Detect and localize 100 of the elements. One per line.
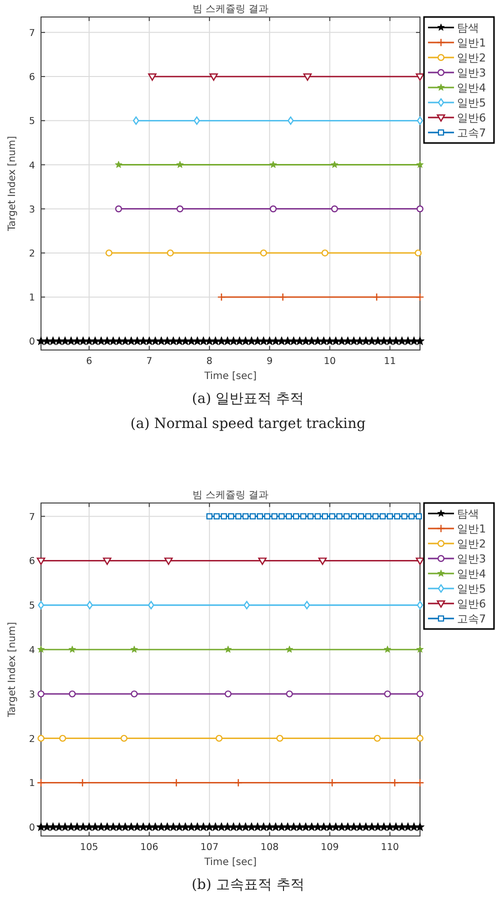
text: (a) Normal speed target tracking xyxy=(130,416,366,432)
point xyxy=(228,513,234,520)
point xyxy=(130,690,138,698)
x-tick-label: 110 xyxy=(380,842,399,853)
point xyxy=(408,513,415,520)
point xyxy=(390,778,399,787)
point xyxy=(321,249,328,256)
point xyxy=(384,690,391,698)
y-tick-label: 3 xyxy=(28,689,35,700)
y-tick-label: 1 xyxy=(28,292,35,304)
point xyxy=(38,690,44,698)
x-tick-label: 7 xyxy=(146,356,152,367)
point xyxy=(344,513,350,520)
point xyxy=(401,513,408,520)
point xyxy=(220,513,227,520)
point xyxy=(68,690,76,698)
point xyxy=(372,292,381,302)
x-tick-label: 8 xyxy=(206,356,212,367)
point xyxy=(176,205,184,212)
legend-label: 일반2 xyxy=(457,538,486,550)
point xyxy=(416,73,424,81)
point xyxy=(130,646,138,653)
point xyxy=(106,249,112,256)
point xyxy=(194,116,200,125)
point xyxy=(176,160,184,168)
point xyxy=(416,600,424,610)
y-tick-label: 0 xyxy=(28,336,35,348)
point xyxy=(374,734,381,742)
point xyxy=(132,116,140,125)
point xyxy=(322,513,328,520)
x-tick-label: 6 xyxy=(86,356,92,367)
point xyxy=(258,558,267,565)
text: (a) 일반표적 추적 xyxy=(192,391,304,407)
point xyxy=(209,73,218,81)
point xyxy=(38,600,44,610)
text: (b) 고속표적 추적 xyxy=(192,877,304,893)
point xyxy=(365,513,372,520)
x-tick-label: 107 xyxy=(200,842,219,853)
point xyxy=(206,513,213,520)
x-tick-label: 9 xyxy=(266,356,273,367)
x-tick-label: 109 xyxy=(320,842,339,853)
y-tick-label: 4 xyxy=(28,645,35,656)
point xyxy=(286,513,292,520)
point xyxy=(214,513,220,520)
point xyxy=(36,778,46,787)
point xyxy=(314,513,321,520)
point xyxy=(330,160,338,168)
y-tick-label: 5 xyxy=(28,116,35,128)
point xyxy=(286,690,293,698)
point xyxy=(250,513,256,520)
point xyxy=(114,160,122,168)
point xyxy=(271,513,278,520)
point xyxy=(166,249,174,256)
point xyxy=(416,646,424,653)
legend-label: 일반4 xyxy=(457,568,486,580)
point xyxy=(115,205,122,212)
y-tick-label: 0 xyxy=(28,822,35,834)
chart-title: 빔 스케쥴링 결과 xyxy=(192,4,269,15)
legend-label: 일반6 xyxy=(457,598,486,610)
point xyxy=(172,778,181,787)
legend-label: 일반4 xyxy=(457,82,486,94)
point xyxy=(278,513,285,520)
point xyxy=(244,600,250,610)
point xyxy=(416,116,424,125)
point xyxy=(394,513,400,520)
point xyxy=(270,205,277,212)
y-tick-label: 5 xyxy=(28,600,35,612)
point xyxy=(303,73,312,81)
point xyxy=(416,160,424,168)
point xyxy=(78,778,87,787)
point xyxy=(260,249,268,256)
y-tick-label: 4 xyxy=(28,160,35,172)
point xyxy=(235,513,242,520)
point xyxy=(416,778,424,787)
point xyxy=(278,292,288,302)
point xyxy=(38,734,44,742)
chart-title: 빔 스케쥴링 결과 xyxy=(192,490,269,501)
legend-label: 일반6 xyxy=(457,112,486,124)
point xyxy=(307,513,314,520)
x-axis-title: Time [sec] xyxy=(203,371,257,382)
y-tick-label: 3 xyxy=(28,204,35,216)
legend-label: 고속7 xyxy=(457,126,486,140)
x-tick-label: 11 xyxy=(384,356,396,367)
x-tick-label: 108 xyxy=(260,842,279,853)
point xyxy=(264,513,270,520)
point xyxy=(380,513,386,520)
point xyxy=(102,558,112,565)
point xyxy=(234,778,243,787)
point xyxy=(318,558,327,565)
point xyxy=(286,646,294,653)
x-tick-label: 106 xyxy=(140,842,158,853)
point xyxy=(331,205,338,212)
point xyxy=(416,690,424,698)
point xyxy=(329,513,336,520)
point xyxy=(216,734,223,742)
point xyxy=(148,73,156,81)
y-tick-label: 7 xyxy=(28,28,35,39)
point xyxy=(336,513,342,520)
y-tick-label: 6 xyxy=(28,72,35,84)
legend-label: 일반2 xyxy=(457,52,486,64)
